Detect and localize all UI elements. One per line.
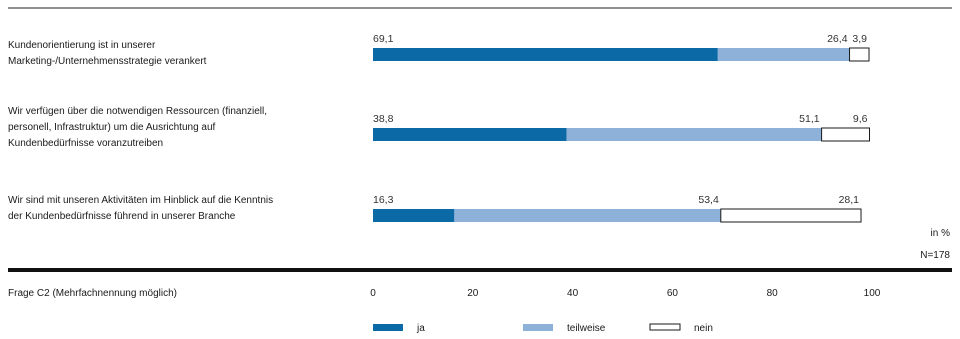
bars [373,47,871,223]
sample-size-label: N=178 [920,250,950,261]
bar-segment-nein [821,127,871,142]
bar-segment-ja [373,128,567,141]
x-tick-label: 0 [370,288,376,299]
value-label: 9,6 [853,113,868,125]
value-label: 69,1 [373,33,394,45]
bar-segment-nein [720,208,862,223]
bar-segment-teilweise [566,128,822,141]
legend-label: nein [694,323,713,334]
x-tick-label: 80 [767,288,779,299]
question-label-line: Kundenorientierung ist in unserer [8,40,156,51]
question-labels: Kundenorientierung ist in unserer Marketi… [8,40,273,222]
bar-segment-teilweise [454,209,721,222]
legend-swatch-nein [649,323,681,331]
question-label-line: Kundenbedürfnisse voranzutreiben [8,138,163,149]
x-tick-label: 40 [567,288,579,299]
x-axis-ticks: 0 20 40 60 80 100 [370,288,881,299]
value-label: 53,4 [698,194,719,206]
value-label: 3,9 [852,33,867,45]
unit-label: in % [931,228,951,239]
question-label-line: personell, Infrastruktur) um die Ausrich… [8,122,216,133]
value-label: 38,8 [373,113,394,125]
legend-label: teilweise [567,323,606,334]
bar-segment-nein [849,47,870,62]
value-labels: 69,1 26,4 3,9 38,8 51,1 9,6 16,3 53,4 28,1 [373,33,868,206]
bar-segment-ja [373,209,455,222]
legend-label: ja [416,323,425,334]
bar-segment-teilweise [717,48,850,61]
question-label-line: Marketing-/Unternehmensstrategie veranke… [8,56,207,67]
value-label: 51,1 [799,113,820,125]
bar-segment-ja [373,48,718,61]
value-label: 28,1 [839,194,860,206]
x-tick-label: 60 [667,288,679,299]
legend-swatch-teilweise [523,324,553,331]
question-label-line: Wir verfügen über die notwendigen Ressou… [8,106,267,117]
question-label-line: der Kundenbedürfnisse führend in unserer… [8,211,236,222]
x-tick-label: 20 [467,288,479,299]
legend: ja teilweise nein [373,323,713,334]
x-axis-title: Frage C2 (Mehrfachnennung möglich) [8,288,177,299]
legend-swatch-ja [373,324,403,331]
x-tick-label: 100 [864,288,881,299]
value-label: 26,4 [827,33,848,45]
question-label-line: Wir sind mit unseren Aktivitäten im Hinb… [8,195,273,206]
value-label: 16,3 [373,194,394,206]
